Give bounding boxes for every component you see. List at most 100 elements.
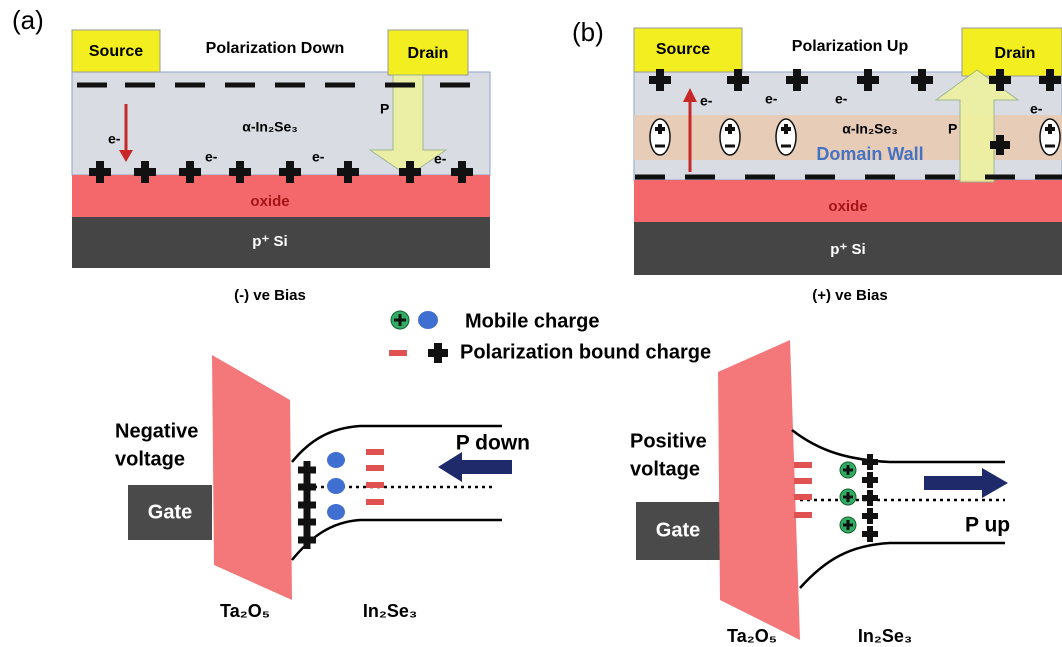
gate-label: Gate [656, 519, 700, 541]
bound-charge-minus [794, 494, 812, 500]
bound-charge-plus [846, 492, 850, 502]
material-label: α-In₂Se₃ [842, 121, 898, 137]
electron-arrow-head [119, 150, 133, 162]
bound-charge-minus [794, 478, 812, 484]
bound-charge-plus [793, 69, 801, 91]
bound-charge-plus [96, 161, 104, 183]
bound-charge-minus [225, 82, 255, 88]
electron-label: e- [205, 149, 218, 165]
insulator-label: Ta₂O₅ [220, 601, 270, 621]
bound-charge-plus [303, 461, 311, 479]
bound-charge-minus [1035, 174, 1062, 180]
bound-charge-plus [303, 531, 311, 549]
electron-label: e- [434, 151, 447, 167]
polarization-label: P [948, 121, 957, 137]
bound-charge-plus [867, 526, 873, 542]
substrate-label: p⁺ Si [830, 241, 865, 258]
bound-charge-plus [286, 161, 294, 183]
caption: (-) ve Bias [234, 287, 306, 304]
bound-charge-minus [125, 82, 155, 88]
bound-charge-minus [635, 174, 665, 180]
bound-charge-minus [366, 482, 384, 488]
bound-charge-plus [867, 454, 873, 470]
bound-charge-minus [366, 465, 384, 471]
bound-charge-plus [398, 314, 402, 326]
bound-charge-minus [794, 462, 812, 468]
insulator-slab [212, 355, 292, 600]
panel-title: Polarization Up [792, 38, 909, 55]
source-electrode [71, 29, 161, 73]
gate [128, 485, 212, 540]
bound-charge-plus [846, 520, 850, 530]
bound-charge-plus [1048, 124, 1052, 134]
drain-label: Drain [408, 45, 449, 62]
mobile-charge [327, 478, 345, 494]
semiconductor-label: In₂Se₃ [858, 626, 912, 646]
voltage-label: Negative [115, 420, 198, 442]
bound-charge-minus [685, 174, 715, 180]
bound-charge-plus [406, 161, 414, 183]
voltage-label: Positive [630, 430, 707, 452]
gate [636, 502, 720, 560]
polarization-label: P down [456, 432, 530, 455]
bound-charge-plus [1046, 69, 1054, 91]
bound-charge-minus [385, 82, 415, 88]
bound-charge-plus [458, 161, 466, 183]
caption: (+) ve Bias [812, 287, 887, 304]
bound-charge-minus [925, 174, 955, 180]
voltage-label: voltage [115, 448, 185, 470]
bound-charge-minus [805, 174, 835, 180]
legend-label: Polarization bound charge [460, 341, 711, 363]
substrate-layer [634, 222, 1062, 275]
bound-charge-minus [366, 449, 384, 455]
bound-charge-plus [846, 465, 850, 475]
bound-charge-minus [794, 512, 812, 518]
drain-label: Drain [995, 45, 1036, 62]
bound-charge-minus [275, 82, 305, 88]
bound-charge-minus [325, 82, 355, 88]
bound-charge-plus [996, 135, 1004, 155]
bound-charge-minus [781, 144, 791, 148]
bound-charge-minus [865, 174, 895, 180]
bound-charge-plus [867, 508, 873, 524]
bound-charge-plus [141, 161, 149, 183]
bound-charge-plus [303, 513, 311, 531]
polarization-arrow [438, 452, 512, 482]
bound-charge-minus [440, 82, 470, 88]
bound-charge-plus [728, 124, 732, 134]
substrate-layer [72, 217, 490, 268]
polarization-label: P up [965, 514, 1010, 537]
band-edge [291, 424, 502, 463]
bound-charge-minus [985, 174, 1015, 180]
drain-electrode [961, 27, 1062, 77]
electron-label: e- [700, 93, 713, 109]
source-label: Source [89, 43, 143, 60]
bound-charge-minus [389, 350, 407, 356]
source-label: Source [656, 41, 710, 58]
semiconductor-label: In₂Se₃ [363, 601, 417, 621]
bound-charge-minus [745, 174, 775, 180]
bound-charge-plus [918, 69, 926, 91]
bound-charge-plus [303, 496, 311, 514]
electron-label: e- [835, 91, 848, 107]
bound-charge-plus [658, 124, 662, 134]
electron-label: e- [312, 149, 325, 165]
bound-charge-plus [867, 472, 873, 488]
mobile-charge [327, 504, 345, 520]
substrate-label: p⁺ Si [252, 233, 287, 250]
gate-label: Gate [148, 501, 192, 523]
polarization-arrow [368, 74, 448, 177]
bound-charge-minus [77, 82, 107, 88]
voltage-label: voltage [630, 458, 700, 480]
bound-charge-minus [655, 144, 665, 148]
bound-charge-plus [236, 161, 244, 183]
oxide-layer [634, 180, 1062, 222]
oxide-label: oxide [828, 198, 867, 215]
bound-charge-plus [996, 69, 1004, 91]
mobile-charge [327, 452, 345, 468]
insulator-slab [718, 340, 800, 640]
panel-title: Polarization Down [206, 40, 345, 57]
panel-label: (a) [12, 5, 44, 35]
panel-label: (b) [572, 17, 604, 47]
